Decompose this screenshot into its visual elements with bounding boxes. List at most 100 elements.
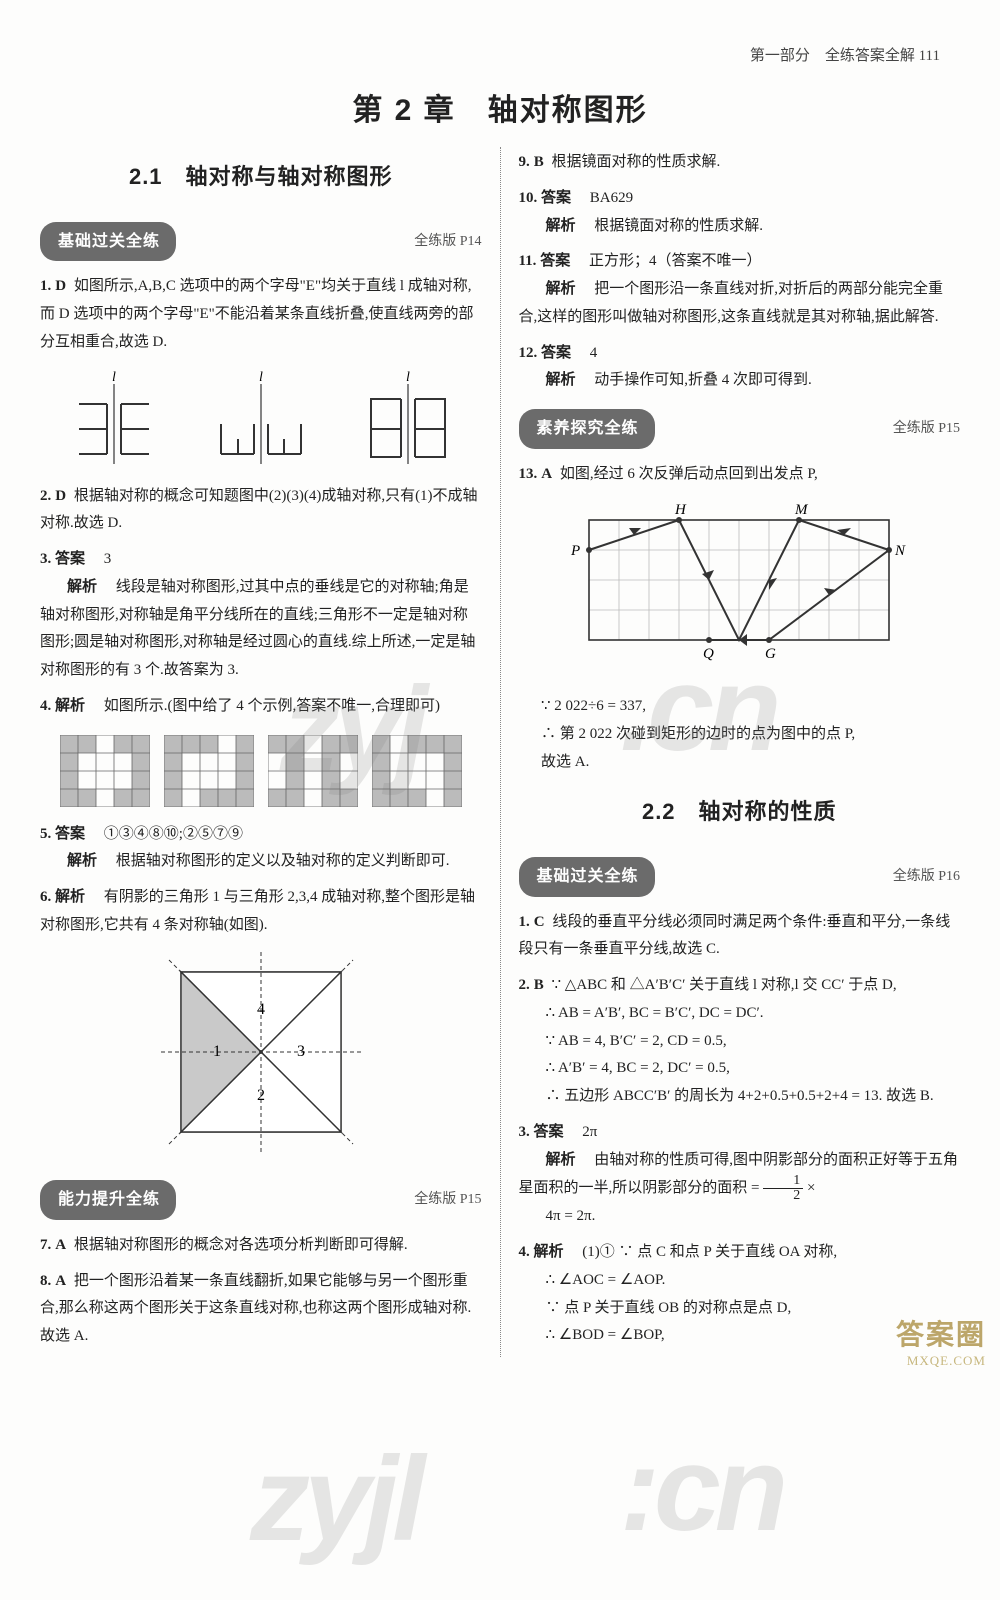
left-column: 2.1 轴对称与轴对称图形 基础过关全练 全练版 P14 1.D 如图所示,A,… (40, 147, 482, 1357)
fig-q13: H M P N Q G (519, 500, 961, 681)
q7-ans: A (55, 1237, 66, 1253)
q1: 1.D 如图所示,A,B,C 选项中的两个字母"E"均关于直线 l 成轴对称,而… (40, 273, 482, 356)
svg-text:M: M (794, 502, 809, 518)
q4b-l3: ∵ 点 P 关于直线 OB 的对称点是点 D, (519, 1295, 961, 1323)
q2-body: 根据轴对称的概念可知题图中(2)(3)(4)成轴对称,只有(1)不成轴对称.故选… (40, 488, 478, 532)
svg-text:l: l (406, 370, 410, 385)
svg-text:G: G (765, 646, 776, 662)
q9-ans: B (534, 154, 544, 170)
q3b-line2: 4π = 2π. (519, 1203, 961, 1231)
q13-calc: ∵ 2 022÷6 = 337, ∴ 第 2 022 次碰到矩形的边时的点为图中… (519, 693, 961, 776)
q4b-l2: ∴ ∠AOC = ∠AOP. (519, 1267, 961, 1295)
q5-label1: 答案 (55, 826, 85, 842)
q10: 10. 答案 BA629 解析 根据镜面对称的性质求解. (519, 185, 961, 241)
q1-num: 1. (40, 278, 51, 294)
q5-num: 5. (40, 826, 51, 842)
q3b-body-pre: 由轴对称的性质可得,图中阴影部分的面积正好等于五角星面积的一半,所以阴影部分的面… (519, 1152, 959, 1197)
q2b-l2: ∴ AB = A′B′, BC = B′C′, DC = DC′. (519, 1000, 961, 1028)
watermark: zyjl (250, 1430, 419, 1568)
q2-num: 2. (40, 488, 51, 504)
q3-num: 3. (40, 551, 51, 567)
pill-ref-p16: 全练版 P16 (893, 864, 960, 890)
pill-inquiry: 素养探究全练 (519, 409, 655, 449)
fig-q1-b: l (206, 369, 316, 469)
q13-calc3: 故选 A. (541, 749, 960, 777)
q13-body1: 如图,经过 6 次反弹后动点回到出发点 P, (560, 466, 818, 482)
q3b: 3. 答案 2π 解析 由轴对称的性质可得,图中阴影部分的面积正好等于五角星面积… (519, 1119, 961, 1231)
q4b-label: 解析 (534, 1244, 564, 1260)
q13: 13.A 如图,经过 6 次反弹后动点回到出发点 P, (519, 461, 961, 489)
q8-num: 8. (40, 1273, 51, 1289)
q8-ans: A (55, 1273, 66, 1289)
q7-num: 7. (40, 1237, 51, 1253)
q9-body: 根据镜面对称的性质求解. (552, 154, 721, 170)
q4b: 4. 解析 (1)① ∵ 点 C 和点 P 关于直线 OA 对称, ∴ ∠AOC… (519, 1239, 961, 1350)
q6-label: 解析 (55, 889, 85, 905)
q4b-l1: (1)① ∵ 点 C 和点 P 关于直线 OA 对称, (582, 1244, 837, 1260)
q2b-l1: ∵ △ABC 和 △A′B′C′ 关于直线 l 对称,l 交 CC′ 于点 D, (552, 977, 897, 993)
q10-label2: 解析 (546, 218, 576, 234)
q2b-num: 2. (519, 977, 530, 993)
q4b-l4: ∴ ∠BOD = ∠BOP, (519, 1322, 961, 1350)
q10-label1: 答案 (541, 190, 571, 206)
q3-label2: 解析 (67, 579, 97, 595)
q5-ans: ①③④⑧⑩;②⑤⑦⑨ (104, 826, 243, 842)
svg-text:l: l (259, 370, 263, 385)
fig-q1-c: l (353, 369, 463, 469)
q4b-num: 4. (519, 1244, 530, 1260)
q2-ans: D (55, 488, 66, 504)
pill-row-ability: 能力提升全练 全练版 P15 (40, 1180, 482, 1220)
fig-q6: 1 2 3 4 (40, 952, 482, 1163)
q12-body: 动手操作可知,折叠 4 次即可得到. (594, 372, 812, 388)
q2b-ans: B (534, 977, 544, 993)
q8: 8.A 把一个图形沿着某一条直线翻折,如果它能够与另一个图形重合,那么称这两个图… (40, 1268, 482, 1351)
q1b-ans: C (534, 914, 545, 930)
column-divider (500, 147, 501, 1357)
fig-q1: l l l (40, 369, 482, 469)
svg-text:4: 4 (257, 1001, 265, 1018)
q4-body: 如图所示.(图中给了 4 个示例,答案不唯一,合理即可) (104, 698, 440, 714)
pill-ref-p15b: 全练版 P15 (893, 416, 960, 442)
fig-q1-a: l (59, 369, 169, 469)
q12-num: 12. (519, 345, 538, 361)
fig-q4-b (164, 735, 254, 807)
pill-basic: 基础过关全练 (40, 222, 176, 262)
q1-ans: D (55, 278, 66, 294)
section-title-2-1: 2.1 轴对称与轴对称图形 (40, 157, 482, 198)
pill-row-inquiry: 素养探究全练 全练版 P15 (519, 409, 961, 449)
fig-q4 (40, 735, 482, 807)
q13-calc1: ∵ 2 022÷6 = 337, (541, 693, 960, 721)
q1b: 1.C 线段的垂直平分线必须同时满足两个条件:垂直和平分,一条线段只有一条垂直平… (519, 909, 961, 965)
q11-ans: 正方形；4（答案不唯一） (589, 253, 762, 269)
q2b-l4: ∴ A′B′ = 4, BC = 2, DC′ = 0.5, (519, 1055, 961, 1083)
pill-ability: 能力提升全练 (40, 1180, 176, 1220)
q11-label2: 解析 (546, 281, 576, 297)
q13-ans: A (541, 466, 552, 482)
corner-site: MXQE.COM (896, 1353, 986, 1369)
q13-calc2: ∴ 第 2 022 次碰到矩形的边时的点为图中的点 P, (541, 721, 960, 749)
q11-body: 把一个图形沿一条直线对折,对折后的两部分能完全重合,这样的图形叫做轴对称图形,这… (519, 281, 944, 325)
q4-label: 解析 (55, 698, 85, 714)
q11: 11. 答案 正方形；4（答案不唯一） 解析 把一个图形沿一条直线对折,对折后的… (519, 248, 961, 331)
q5-label2: 解析 (67, 853, 97, 869)
section-title-2-2: 2.2 轴对称的性质 (519, 792, 961, 833)
q1-body: 如图所示,A,B,C 选项中的两个字母"E"均关于直线 l 成轴对称,而 D 选… (40, 278, 474, 350)
chapter-title: 第 2 章 轴对称图形 (40, 85, 960, 129)
q6-body: 有阴影的三角形 1 与三角形 2,3,4 成轴对称,整个图形是轴对称图形,它共有… (40, 889, 475, 933)
svg-text:Q: Q (703, 646, 714, 662)
svg-text:2: 2 (257, 1087, 265, 1104)
q10-body: 根据镜面对称的性质求解. (594, 218, 763, 234)
page-header: 第一部分 全练答案全解 111 (40, 40, 960, 77)
q3b-num: 3. (519, 1124, 530, 1140)
q4-num: 4. (40, 698, 51, 714)
svg-text:N: N (894, 543, 906, 559)
q3b-label2: 解析 (546, 1152, 576, 1168)
fig-q4-c (268, 735, 358, 807)
q2b: 2.B ∵ △ABC 和 △A′B′C′ 关于直线 l 对称,l 交 CC′ 于… (519, 972, 961, 1111)
q3: 3. 答案 3 解析 线段是轴对称图形,过其中点的垂线是它的对称轴;角是轴对称图… (40, 546, 482, 685)
q2b-l5: ∴ 五边形 ABCC′B′ 的周长为 4+2+0.5+0.5+2+4 = 13.… (519, 1083, 961, 1111)
q13-num: 13. (519, 466, 538, 482)
fig-q4-d (372, 735, 462, 807)
fig-q4-a (60, 735, 150, 807)
q2b-l3: ∵ AB = 4, B′C′ = 2, CD = 0.5, (519, 1028, 961, 1056)
